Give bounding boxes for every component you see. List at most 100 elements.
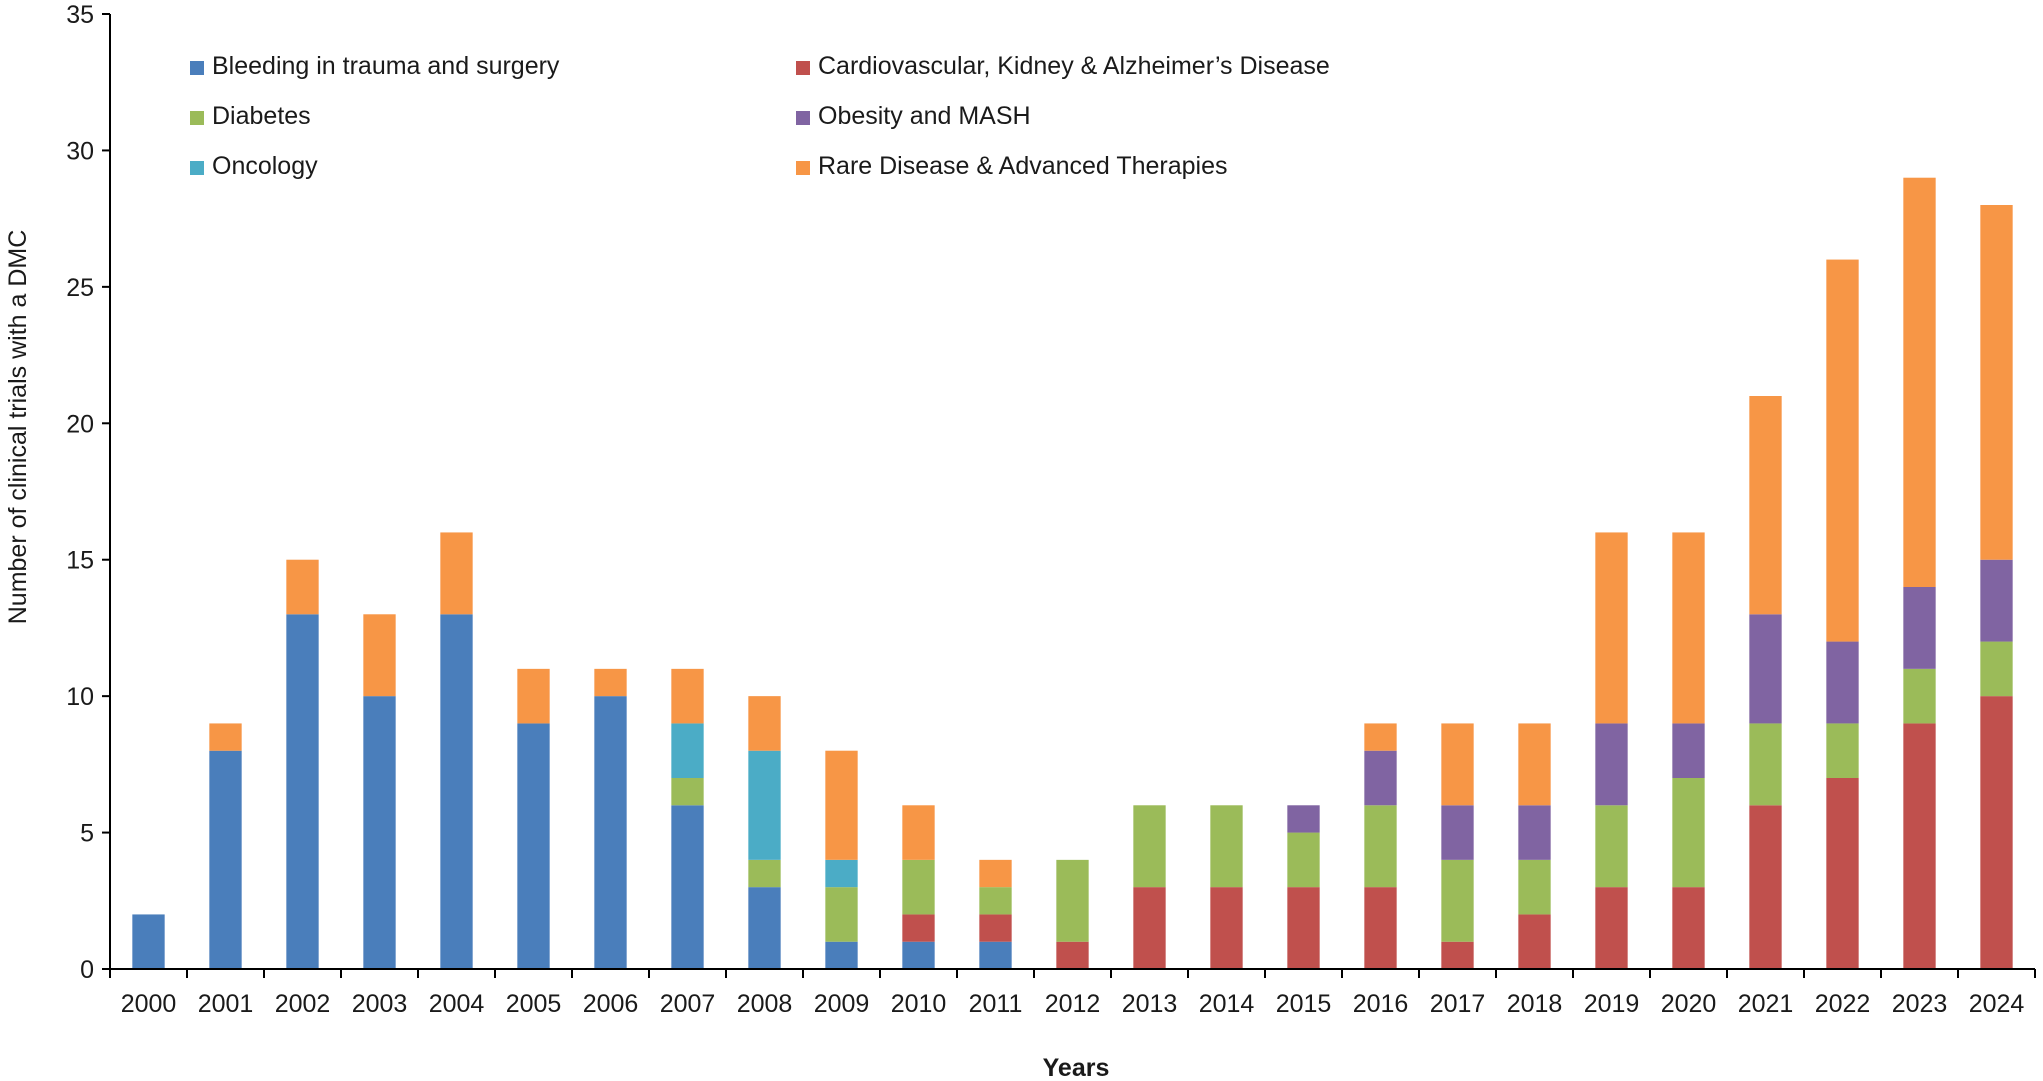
x-tick-label-2000: 2000 <box>121 990 177 1018</box>
legend-swatch-3 <box>796 111 810 125</box>
y-tick-label-15: 15 <box>66 547 94 575</box>
x-tick-label-2022: 2022 <box>1815 990 1871 1018</box>
bar-segment-2024-series-2 <box>1980 641 2013 697</box>
bar-segment-2019-series-5 <box>1595 532 1628 724</box>
y-tick-label-20: 20 <box>66 410 94 438</box>
bar-segment-2018-series-1 <box>1518 914 1551 969</box>
bar-segment-2023-series-1 <box>1903 723 1936 969</box>
bar-segment-2010-series-0 <box>902 941 935 969</box>
bar-segment-2022-series-1 <box>1826 778 1859 969</box>
axes-layer: 0 5 10 15 20 25 30 35 2000 2001 2002 2003 2004 2005 20… <box>66 1 2036 1018</box>
bar-segment-2016-series-2 <box>1364 805 1397 888</box>
bar-segment-2018-series-5 <box>1518 723 1551 806</box>
bar-segment-2008-series-2 <box>748 859 781 888</box>
bar-segment-2013-series-2 <box>1133 805 1166 888</box>
bar-segment-2015-series-1 <box>1287 887 1320 969</box>
bars-layer <box>132 177 2013 969</box>
legend-swatch-0 <box>190 61 204 75</box>
bar-segment-2011-series-5 <box>979 859 1012 888</box>
bar-segment-2020-series-2 <box>1672 778 1705 888</box>
bar-segment-2024-series-3 <box>1980 559 2013 642</box>
bar-segment-2021-series-2 <box>1749 723 1782 806</box>
x-tick-label-2015: 2015 <box>1276 990 1332 1018</box>
bar-segment-2011-series-1 <box>979 914 1012 942</box>
bar-segment-2022-series-3 <box>1826 641 1859 724</box>
legend: Bleeding in trauma and surgery Cardiovasc… <box>190 52 1330 180</box>
bar-segment-2018-series-3 <box>1518 805 1551 860</box>
bar-segment-2019-series-1 <box>1595 887 1628 969</box>
x-tick-label-2011: 2011 <box>969 990 1023 1018</box>
bar-segment-2001-series-0 <box>209 750 242 969</box>
x-tick-label-2002: 2002 <box>275 990 331 1018</box>
x-tick-label-2013: 2013 <box>1122 990 1178 1018</box>
bar-segment-2008-series-0 <box>748 887 781 969</box>
legend-label-3: Obesity and MASH <box>818 102 1031 130</box>
bar-segment-2011-series-0 <box>979 941 1012 969</box>
bar-segment-2021-series-1 <box>1749 805 1782 969</box>
y-tick-label-10: 10 <box>66 683 94 711</box>
bar-segment-2022-series-2 <box>1826 723 1859 778</box>
legend-label-4: Oncology <box>212 152 318 180</box>
bar-segment-2017-series-3 <box>1441 805 1474 860</box>
y-tick-label-30: 30 <box>66 137 94 165</box>
bar-segment-2014-series-2 <box>1210 805 1243 888</box>
bar-segment-2001-series-5 <box>209 723 242 751</box>
legend-label-5: Rare Disease & Advanced Therapies <box>818 152 1228 180</box>
x-tick-label-2006: 2006 <box>583 990 639 1018</box>
x-tick-label-2001: 2001 <box>198 990 254 1018</box>
y-tick-label-25: 25 <box>66 274 94 302</box>
bar-segment-2003-series-0 <box>363 696 396 969</box>
bar-segment-2017-series-5 <box>1441 723 1474 806</box>
bar-segment-2024-series-5 <box>1980 205 2013 560</box>
x-tick-label-2019: 2019 <box>1584 990 1640 1018</box>
bar-segment-2017-series-1 <box>1441 941 1474 969</box>
bar-segment-2009-series-4 <box>825 859 858 888</box>
x-tick-label-2003: 2003 <box>352 990 408 1018</box>
x-tick-label-2005: 2005 <box>506 990 562 1018</box>
x-tick-label-2023: 2023 <box>1892 990 1948 1018</box>
legend-swatch-4 <box>190 161 204 175</box>
bar-segment-2015-series-2 <box>1287 832 1320 888</box>
bar-segment-2008-series-5 <box>748 696 781 751</box>
bar-segment-2012-series-2 <box>1056 859 1089 942</box>
y-tick-label-0: 0 <box>80 956 94 984</box>
bar-segment-2006-series-5 <box>594 668 627 697</box>
bar-segment-2004-series-0 <box>440 614 473 969</box>
x-tick-label-2021: 2021 <box>1738 990 1794 1018</box>
bar-segment-2023-series-5 <box>1903 177 1936 587</box>
bar-segment-2017-series-2 <box>1441 859 1474 942</box>
bar-segment-2003-series-5 <box>363 614 396 697</box>
bar-segment-2009-series-2 <box>825 887 858 942</box>
bar-segment-2011-series-2 <box>979 887 1012 915</box>
bar-segment-2010-series-2 <box>902 859 935 915</box>
bar-segment-2006-series-0 <box>594 696 627 969</box>
bar-segment-2020-series-5 <box>1672 532 1705 724</box>
x-tick-label-2024: 2024 <box>1969 990 2025 1018</box>
bar-segment-2007-series-2 <box>671 778 704 806</box>
x-tick-label-2020: 2020 <box>1661 990 1717 1018</box>
y-tick-label-5: 5 <box>80 820 94 848</box>
legend-swatch-2 <box>190 111 204 125</box>
bar-segment-2013-series-1 <box>1133 887 1166 969</box>
legend-label-2: Diabetes <box>212 102 311 130</box>
bar-segment-2016-series-5 <box>1364 723 1397 751</box>
y-axis-title: Number of clinical trials with a DMC <box>4 230 32 625</box>
bar-segment-2000-series-0 <box>132 914 165 969</box>
bar-segment-2016-series-3 <box>1364 750 1397 806</box>
y-tick-label-35: 35 <box>66 1 94 29</box>
legend-label-1: Cardiovascular, Kidney & Alzheimer’s Dis… <box>818 52 1330 80</box>
bar-segment-2007-series-0 <box>671 805 704 969</box>
bar-segment-2016-series-1 <box>1364 887 1397 969</box>
bar-segment-2002-series-5 <box>286 559 319 615</box>
bar-segment-2024-series-1 <box>1980 696 2013 969</box>
bar-segment-2018-series-2 <box>1518 859 1551 915</box>
x-tick-label-2004: 2004 <box>429 990 485 1018</box>
bar-segment-2010-series-1 <box>902 914 935 942</box>
bar-segment-2023-series-2 <box>1903 668 1936 724</box>
bar-segment-2019-series-3 <box>1595 723 1628 806</box>
x-tick-label-2010: 2010 <box>891 990 947 1018</box>
legend-swatch-1 <box>796 61 810 75</box>
bar-segment-2012-series-1 <box>1056 941 1089 969</box>
